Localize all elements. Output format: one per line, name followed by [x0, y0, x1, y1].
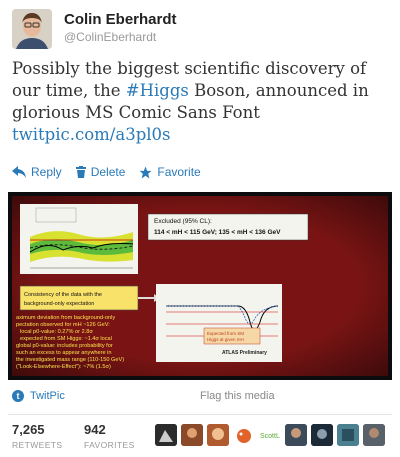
atlas-label: ATLAS Preliminary	[222, 350, 267, 356]
excluded-box-title: Excluded (95% CL):	[154, 218, 212, 225]
avatar[interactable]	[285, 424, 307, 446]
favorite-button[interactable]: Favorite	[139, 165, 201, 179]
favorite-label: Favorite	[157, 165, 201, 179]
tweet-text: Possibly the biggest scientific discover…	[12, 58, 392, 146]
expected-label-line1: Expected from SM	[207, 331, 244, 336]
tweet-actions: Reply Delete Favorite	[12, 164, 215, 180]
svg-text:("Look-Elsewhere-Effect"): ~7%: ("Look-Elsewhere-Effect"): ~7% (1.5σ)	[16, 364, 111, 370]
avatar[interactable]	[337, 424, 359, 446]
twitpic-icon: t	[12, 390, 24, 402]
twitpic-label: TwitPic	[30, 390, 65, 402]
retweets-count: 7,265	[12, 422, 45, 437]
reply-button[interactable]: Reply	[12, 165, 62, 179]
user-handle[interactable]: @ColinEberhardt	[64, 30, 157, 44]
hashtag-link[interactable]: #Higgs	[125, 81, 189, 100]
tweet-header: Colin Eberhardt @ColinEberhardt	[12, 9, 388, 49]
avatar[interactable]	[233, 424, 255, 446]
delete-button[interactable]: Delete	[75, 165, 126, 179]
deviation-text: aximum deviation from background-only pe…	[16, 315, 124, 370]
svg-text:such an excess to appear anywh: such an excess to appear anywhere in	[16, 350, 111, 356]
favoriters-avatars: ScottL	[155, 424, 389, 446]
media-photo[interactable]: Excluded (95% CL): 114 < mH < 115 GeV; 1…	[8, 192, 392, 380]
star-icon	[139, 166, 152, 178]
avatar[interactable]	[363, 424, 385, 446]
favorites-stat[interactable]: 942 FAVORITES	[84, 422, 135, 450]
reply-icon	[12, 166, 26, 178]
twitpic-source-link[interactable]: t TwitPic	[12, 390, 65, 402]
avatar[interactable]: ScottL	[259, 424, 281, 446]
svg-text:expected from SM Higgs: ~1.4σ: expected from SM Higgs: ~1.4σ local	[20, 336, 112, 342]
trash-icon	[75, 166, 86, 178]
tweet-text-part1: Possibly the biggest scientific discover…	[12, 59, 367, 100]
avatar[interactable]	[12, 9, 52, 49]
svg-text:local p0-value: 0.27% or 2.8σ: local p0-value: 0.27% or 2.8σ	[20, 329, 93, 335]
svg-text:global p0-value: includes prob: global p0-value: includes probability fo…	[16, 343, 113, 349]
tweet-text-part2: Boson, announced in glorious MS Comic Sa…	[12, 81, 369, 122]
media-footer: t TwitPic Flag this media	[12, 390, 388, 406]
higgs-slide-image: Excluded (95% CL): 114 < mH < 115 GeV; 1…	[8, 192, 392, 380]
flag-media-link[interactable]: Flag this media	[200, 390, 275, 402]
excluded-box-text: 114 < mH < 115 GeV; 135 < mH < 136 GeV	[154, 229, 281, 236]
divider	[8, 414, 392, 415]
svg-text:pectation observed for mH ~126: pectation observed for mH ~126 GeV:	[16, 322, 110, 328]
tweet-url-link[interactable]: twitpic.com/a3pl0s	[12, 125, 171, 144]
delete-label: Delete	[90, 165, 126, 179]
display-name[interactable]: Colin Eberhardt	[64, 11, 177, 28]
retweets-label: RETWEETS	[12, 440, 63, 450]
retweets-stat[interactable]: 7,265 RETWEETS	[12, 422, 62, 450]
svg-text:ScottL: ScottL	[260, 433, 280, 440]
avatar[interactable]	[155, 424, 177, 446]
consistency-text-line2: background-only expectation	[24, 301, 94, 307]
consistency-text-line1: Consistency of the data with the	[24, 292, 102, 298]
avatar[interactable]	[207, 424, 229, 446]
expected-label-line2: Higgs at given mH	[207, 337, 244, 342]
reply-label: Reply	[31, 165, 62, 179]
avatar[interactable]	[181, 424, 203, 446]
favorites-label: FAVORITES	[84, 440, 135, 450]
svg-text:aximum deviation from backgrou: aximum deviation from background-only	[16, 315, 115, 321]
favorites-count: 942	[84, 422, 106, 437]
svg-text:the investigated mass range (1: the investigated mass range (110-150 GeV…	[16, 357, 124, 363]
avatar[interactable]	[311, 424, 333, 446]
